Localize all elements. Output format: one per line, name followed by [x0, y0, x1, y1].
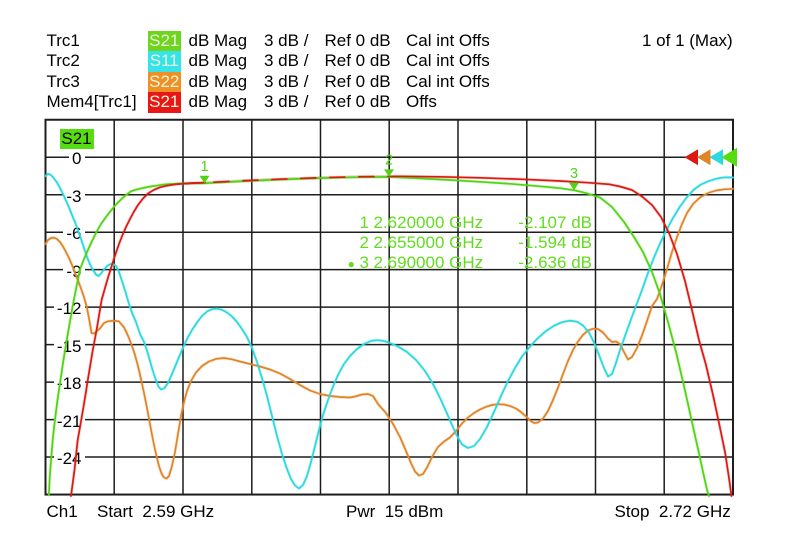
- svg-text:3: 3: [570, 166, 578, 182]
- svg-text:2: 2: [385, 153, 393, 169]
- svg-text:1: 1: [200, 159, 208, 175]
